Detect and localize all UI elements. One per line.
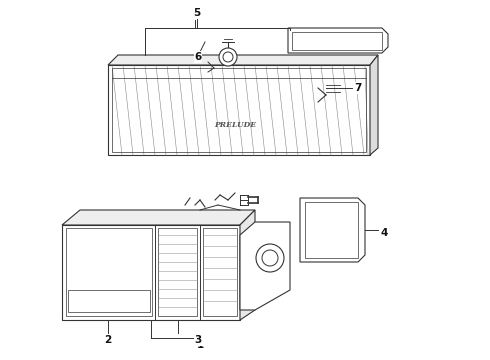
Circle shape: [256, 244, 284, 272]
Polygon shape: [240, 210, 255, 320]
Text: 4: 4: [380, 228, 388, 238]
Circle shape: [223, 52, 233, 62]
Text: 2: 2: [104, 335, 112, 345]
Polygon shape: [62, 225, 240, 320]
Polygon shape: [370, 55, 378, 155]
Text: 6: 6: [195, 52, 201, 62]
Text: 3: 3: [195, 335, 201, 345]
Polygon shape: [62, 210, 255, 225]
Circle shape: [219, 48, 237, 66]
Polygon shape: [108, 65, 370, 155]
Polygon shape: [300, 198, 365, 262]
Text: 7: 7: [354, 83, 362, 93]
Text: PRELUDE: PRELUDE: [214, 121, 256, 129]
Text: 1: 1: [196, 340, 204, 350]
Polygon shape: [108, 55, 378, 65]
Polygon shape: [240, 222, 290, 310]
Circle shape: [262, 250, 278, 266]
Text: 5: 5: [194, 8, 200, 18]
Polygon shape: [288, 28, 388, 53]
